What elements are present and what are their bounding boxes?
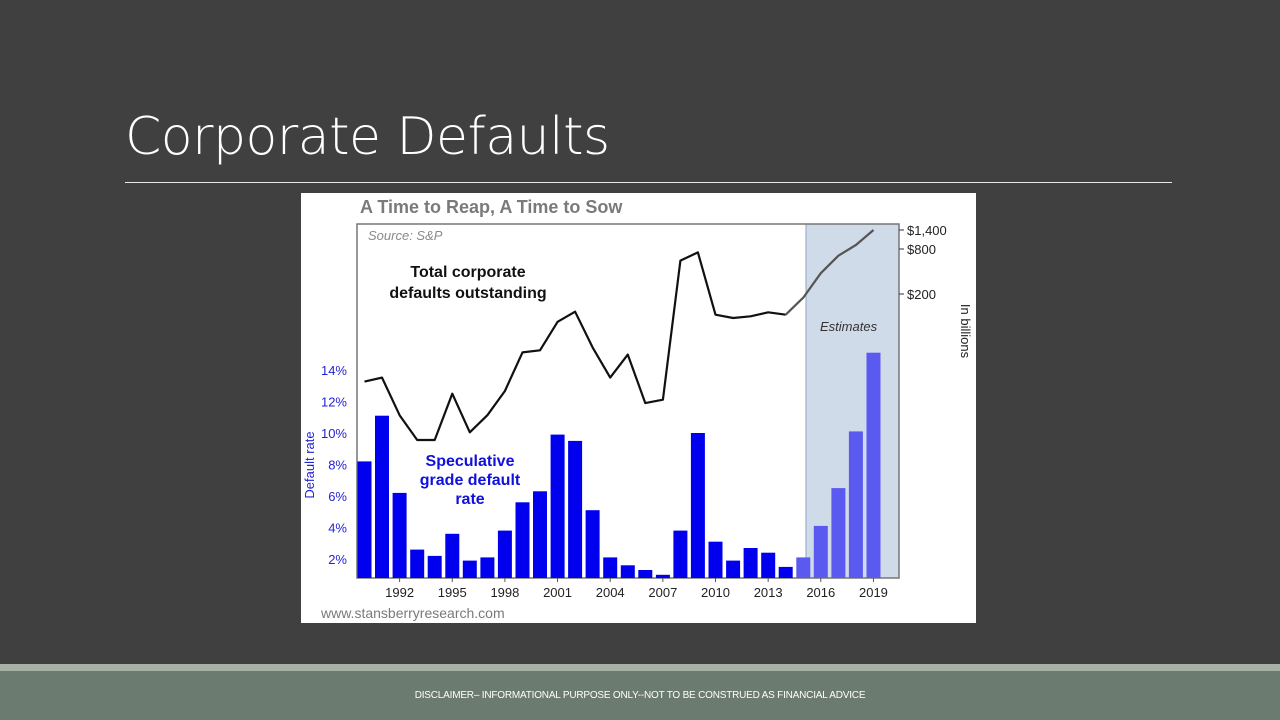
title-divider	[125, 182, 1172, 183]
right-tick-label-200: $200	[907, 287, 936, 302]
estimates-label: Estimates	[820, 319, 878, 334]
left-tick-label-6: 6%	[328, 489, 347, 504]
left-axis-label: Default rate	[302, 431, 317, 498]
default-rate-bar-2001	[550, 434, 565, 578]
default-rate-bar-2019	[866, 352, 881, 578]
left-tick-label-14: 14%	[321, 363, 347, 378]
right-tick-label-1400: $1,400	[907, 223, 947, 238]
x-tick-label-1998: 1998	[490, 585, 519, 600]
default-rate-bar-2017	[831, 488, 846, 578]
x-tick-label-1995: 1995	[438, 585, 467, 600]
defaults-outstanding-estimate-line	[784, 229, 875, 316]
left-tick-label-2: 2%	[328, 552, 347, 567]
default-rate-bar-2005	[620, 565, 635, 578]
default-rate-bar-1995	[445, 533, 460, 578]
default-rate-bar-1998	[497, 530, 512, 578]
disclaimer-text: DISCLAIMER– INFORMATIONAL PURPOSE ONLY--…	[414, 690, 866, 701]
default-rate-bar-2014	[778, 566, 793, 578]
bar-series-annotation-line-1: Speculative	[426, 453, 515, 470]
footer-accent-stripe	[0, 664, 1280, 671]
default-rate-bar-2003	[585, 510, 600, 578]
x-tick-label-2004: 2004	[596, 585, 625, 600]
chart-image: A Time to Reap, A Time to Sow Source: S&…	[301, 193, 976, 623]
left-tick-label-12: 12%	[321, 395, 347, 410]
default-rate-bar-1996	[462, 560, 477, 578]
chart-title: A Time to Reap, A Time to Sow	[360, 197, 623, 217]
left-tick-label-8: 8%	[328, 458, 347, 473]
default-rate-bar-2009	[690, 433, 705, 578]
default-rate-bar-2008	[673, 530, 688, 578]
default-rate-bar-2002	[568, 440, 583, 578]
default-rate-bar-2011	[726, 560, 741, 578]
x-tick-label-2010: 2010	[701, 585, 730, 600]
default-rate-bar-1999	[515, 502, 530, 578]
default-rate-bar-1994	[427, 555, 442, 578]
line-series-annotation-line-1: Total corporate	[410, 264, 525, 281]
footer-bar	[0, 671, 1280, 720]
slide-title: Corporate Defaults	[125, 107, 610, 167]
x-tick-label-2007: 2007	[648, 585, 677, 600]
default-rate-bar-1993	[410, 549, 425, 578]
default-rate-bar-2006	[638, 570, 653, 578]
bar-series-annotation-line-2: grade default	[420, 472, 521, 489]
x-tick-label-2013: 2013	[754, 585, 783, 600]
default-rate-bar-2013	[761, 552, 776, 578]
left-tick-label-10: 10%	[321, 426, 347, 441]
default-rate-bar-1997	[480, 557, 495, 578]
source-watermark: www.stansberryresearch.com	[320, 605, 505, 621]
x-tick-label-2016: 2016	[806, 585, 835, 600]
default-rate-bar-2010	[708, 541, 723, 578]
default-rate-bar-2004	[603, 557, 618, 578]
line-series-annotation-line-2: defaults outstanding	[389, 285, 546, 302]
x-tick-label-2001: 2001	[543, 585, 572, 600]
default-rate-bar-2015	[796, 557, 811, 578]
default-rate-bar-1990	[357, 461, 372, 578]
right-axis-label: In billions	[958, 304, 973, 359]
bar-series-annotation-line-3: rate	[455, 491, 484, 508]
default-rate-bar-1991	[375, 415, 389, 578]
default-rate-bar-2016	[813, 525, 828, 578]
defaults-outstanding-line	[364, 251, 786, 442]
right-tick-label-800: $800	[907, 242, 936, 257]
default-rate-bar-2000	[533, 491, 547, 578]
default-rate-bar-2007	[655, 574, 670, 579]
default-rate-bar-1992	[392, 492, 407, 578]
x-tick-label-2019: 2019	[859, 585, 888, 600]
default-rate-bar-2018	[848, 431, 863, 578]
default-rate-bar-2012	[743, 548, 758, 578]
default-chart: A Time to Reap, A Time to Sow Source: S&…	[302, 197, 973, 621]
left-tick-label-4: 4%	[328, 521, 347, 536]
source-note: Source: S&P	[368, 228, 443, 243]
x-tick-label-1992: 1992	[385, 585, 414, 600]
